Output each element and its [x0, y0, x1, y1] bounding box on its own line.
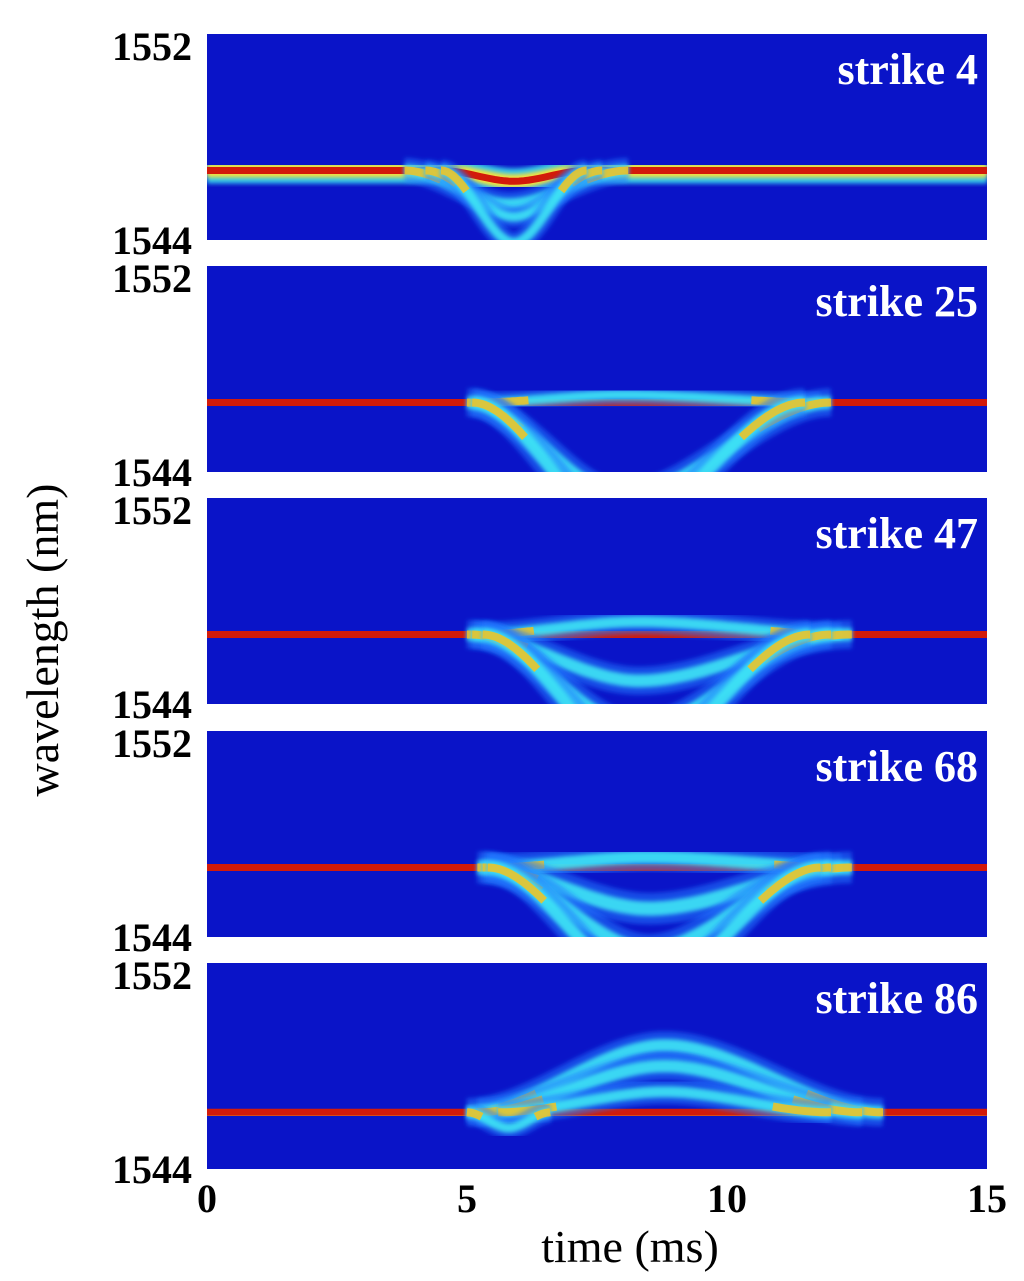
panel-background [207, 34, 987, 240]
branch-onset [482, 630, 541, 673]
panel-label: strike 47 [815, 509, 978, 558]
panel-5: strike 86 1552 1544 [112, 953, 987, 1192]
panel-2: strike 25 1552 1544 [112, 256, 987, 495]
panel-4: strike 68 1552 1544 [112, 721, 987, 960]
x-tick-label: 5 [457, 1176, 477, 1221]
y-tick-label-top: 1552 [112, 721, 192, 766]
x-tick-label: 10 [707, 1176, 747, 1221]
panel-label: strike 25 [815, 277, 978, 326]
x-tick-label: 15 [967, 1176, 1007, 1221]
x-axis-label: time (ms) [541, 1221, 719, 1272]
branch-onset [738, 398, 806, 441]
panel-background [207, 266, 987, 472]
branch-onset [557, 166, 587, 194]
branch-onset [757, 863, 821, 904]
branch-onset [747, 630, 811, 673]
panel-1: strike 4 1552 1544 [112, 24, 987, 263]
branch-onset [533, 1108, 551, 1121]
y-tick-label-bottom: 1544 [112, 1147, 192, 1192]
panel-label: strike 4 [837, 45, 978, 94]
y-tick-label-bottom: 1544 [112, 218, 192, 263]
branch-onset [466, 1108, 484, 1121]
y-axis-label: wavelength (nm) [17, 484, 68, 797]
y-tick-label-bottom: 1544 [112, 915, 192, 960]
y-tick-label-bottom: 1544 [112, 450, 192, 495]
x-axis-ticks: 0 5 10 15 [197, 1176, 1007, 1221]
branch-onset [472, 398, 528, 441]
branch-onset [487, 863, 547, 904]
panel-label: strike 86 [815, 974, 978, 1023]
y-tick-label-top: 1552 [112, 953, 192, 998]
panel-label: strike 68 [815, 742, 978, 791]
y-tick-label-top: 1552 [112, 24, 192, 69]
branch-onset [441, 166, 470, 194]
y-tick-label-bottom: 1544 [112, 682, 192, 727]
branch-onset [772, 1102, 831, 1117]
y-tick-label-top: 1552 [112, 488, 192, 533]
x-tick-label: 0 [197, 1176, 217, 1221]
y-tick-label-top: 1552 [112, 256, 192, 301]
panel-3: strike 47 1552 1544 [112, 488, 987, 727]
